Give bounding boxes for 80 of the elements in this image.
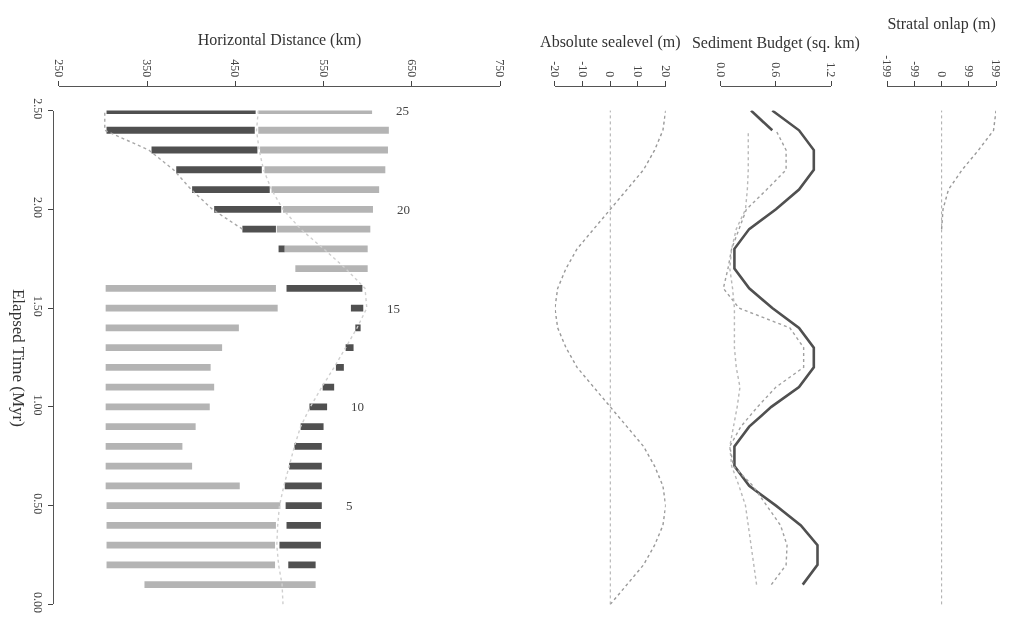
x-tick-label: 450 — [228, 59, 243, 78]
y-tick-label: 1.50 — [30, 295, 45, 317]
x-tick-label: 550 — [316, 59, 331, 78]
bar — [105, 462, 193, 470]
x-axis-title: Horizontal Distance (km) — [197, 31, 362, 50]
x-tick-label: 1.2 — [824, 62, 839, 78]
x-tick-label: 0 — [934, 71, 949, 78]
bar — [105, 363, 211, 371]
bar — [105, 423, 196, 431]
x-tick-label: 99 — [961, 65, 976, 78]
bar — [294, 442, 322, 450]
bar — [289, 462, 322, 470]
y-tick-label: 2.00 — [30, 197, 45, 219]
x-tick-label: -99 — [907, 61, 922, 78]
bar — [242, 225, 276, 233]
bar — [105, 482, 240, 490]
bar — [214, 205, 282, 213]
bar — [105, 403, 210, 411]
x-tick-label: 750 — [493, 59, 508, 78]
bar — [106, 502, 281, 510]
bar — [279, 541, 321, 549]
bar — [335, 363, 344, 371]
bar — [105, 324, 239, 332]
bar — [144, 581, 316, 589]
bar — [322, 383, 335, 391]
bar — [106, 126, 255, 134]
x-axis-title: Stratal onlap (m) — [887, 15, 996, 34]
bar — [345, 344, 354, 352]
y-tick-label: 1.00 — [30, 394, 45, 416]
bar — [151, 146, 258, 154]
x-tick-label: -10 — [575, 61, 590, 78]
bar — [106, 541, 276, 549]
x-tick-label: 250 — [52, 59, 66, 78]
bar — [264, 166, 386, 174]
x-axis-title: Sediment Budget (sq. km) — [691, 34, 860, 53]
bar — [295, 265, 368, 273]
bar — [106, 521, 276, 529]
bar — [284, 482, 322, 490]
x-tick-label: 350 — [140, 59, 155, 78]
y-tick-label: 0.50 — [30, 493, 45, 515]
bar — [278, 245, 285, 253]
bar — [286, 284, 363, 292]
y-tick-label: 0.00 — [30, 592, 45, 614]
x-tick-label: 20 — [658, 65, 673, 78]
annotation: 10 — [351, 399, 364, 414]
bar — [105, 284, 276, 292]
bar — [105, 304, 278, 312]
x-tick-label: 650 — [404, 59, 419, 78]
bar — [288, 561, 316, 569]
bar — [309, 403, 328, 411]
y-axis-title: Elapsed Time (Myr) — [8, 288, 28, 427]
x-tick-label: 0 — [603, 71, 618, 78]
bar — [105, 442, 183, 450]
bar — [282, 205, 373, 213]
x-tick-label: 0.6 — [769, 62, 784, 78]
x-tick-label: -199 — [880, 55, 895, 78]
x-tick-label: 0.0 — [713, 62, 728, 78]
annotation: 15 — [387, 301, 400, 316]
x-axis-title: Absolute sealevel (m) — [540, 33, 681, 52]
bar — [276, 225, 371, 233]
bar — [105, 383, 215, 391]
bar — [260, 146, 388, 154]
x-tick-label: 10 — [631, 65, 646, 78]
bar — [284, 245, 368, 253]
annotation: 25 — [396, 103, 409, 118]
bar — [285, 502, 322, 510]
bar — [258, 126, 389, 134]
bar — [105, 344, 223, 352]
bar — [176, 166, 262, 174]
bar — [350, 304, 364, 312]
bar — [192, 186, 270, 194]
bar — [286, 521, 321, 529]
annotation: 5 — [346, 498, 353, 513]
bar — [300, 423, 324, 431]
y-tick-label: 2.50 — [30, 98, 45, 120]
bar — [106, 561, 276, 569]
annotation: 20 — [397, 202, 410, 217]
x-tick-label: 199 — [989, 59, 1004, 78]
x-tick-label: -20 — [548, 61, 562, 78]
bar — [271, 186, 380, 194]
